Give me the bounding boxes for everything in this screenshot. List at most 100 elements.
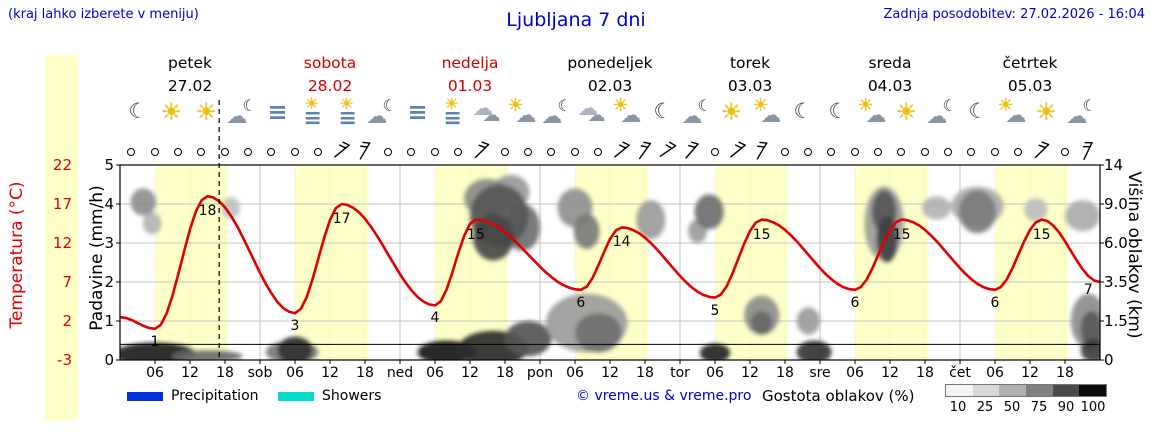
x-tick-label: 18	[496, 365, 514, 381]
temp-valley-label: 4	[430, 310, 440, 327]
day-date: 02.03	[587, 77, 633, 95]
cloud-cover-circle-icon	[383, 148, 392, 156]
cloud-blob	[573, 213, 600, 249]
cloud-blob	[1065, 200, 1100, 232]
cloud-blob	[172, 350, 243, 361]
x-tick-label: 06	[986, 365, 1004, 381]
sun-glyph: ☀	[612, 95, 629, 116]
wind-barb-icon	[656, 139, 680, 163]
day-date: 05.03	[1007, 77, 1053, 95]
sun-cloud-icon: ☀ ☁	[750, 97, 786, 131]
sun-glyph: ☀	[444, 94, 459, 113]
moon-glyph: ☾	[382, 96, 397, 115]
day-name: sobota	[303, 54, 357, 72]
cloud-glyph: ☁	[681, 104, 703, 128]
cloud-blob	[142, 212, 162, 235]
temperature-axis-label: Temperatura (°C)	[7, 181, 27, 329]
day-band	[155, 165, 228, 360]
cloud-density-swatch	[1079, 385, 1107, 396]
x-tick-label: 12	[881, 365, 899, 381]
temp-valley-label: 3	[290, 318, 300, 335]
x-tick-label: 06	[846, 365, 864, 381]
cloud-cover-circle-icon	[967, 148, 976, 156]
cloud-height-tick: 6.0	[1104, 234, 1128, 252]
sun-glyph: ☀	[895, 98, 918, 126]
cloud-cover-circle-icon	[803, 148, 812, 156]
day-band	[995, 165, 1068, 360]
wind-barb-icon	[471, 140, 493, 162]
credit-link[interactable]: © vreme.us & vreme.pro	[576, 388, 752, 404]
precip-tick: 5	[104, 156, 114, 174]
day-band	[295, 165, 368, 360]
temp-valley-label: 6	[576, 294, 586, 311]
sun-icon: ☀	[1030, 97, 1066, 131]
fog-glyph: ≡	[303, 106, 322, 131]
cloud-glyph: ☁	[366, 104, 388, 128]
cloud-cover-circle-icon	[570, 148, 579, 156]
x-tick-label: 12	[461, 365, 479, 381]
cloud-density-tick: 50	[1003, 400, 1021, 415]
x-tick-label: 06	[286, 365, 304, 381]
cloud-glyph: ☁	[620, 103, 642, 127]
wind-barb-icon	[682, 141, 702, 161]
cloud-blob	[472, 213, 514, 261]
cloud-blob	[796, 307, 820, 335]
cloud-blob	[636, 200, 666, 240]
day-date: 01.03	[447, 77, 493, 95]
day-date: 04.03	[867, 77, 913, 95]
sun-glyph: ☀	[720, 98, 743, 126]
clouds-icon: ☁ ☁	[470, 97, 506, 131]
cloud2-glyph: ☁	[472, 96, 494, 120]
temp-tick: -3	[57, 351, 72, 369]
cloud-height-tick: 1.5	[1104, 312, 1128, 330]
sun-cloud-icon: ☀ ☁	[995, 97, 1031, 131]
moon-glyph: ☾	[968, 99, 988, 123]
wind-barb-icon	[727, 139, 750, 162]
cloud-blob	[796, 340, 832, 361]
cloud-blob	[922, 196, 952, 220]
cloud-cover-circle-icon	[593, 148, 602, 156]
cloud-density-swatch	[946, 385, 973, 396]
moon-glyph: ☾	[557, 96, 572, 115]
page-title: Ljubljana 7 dni	[506, 9, 646, 31]
cloud-cover-circle-icon	[780, 148, 789, 156]
x-tick-label: čet	[949, 365, 971, 381]
cloud-density-swatch	[972, 385, 1000, 396]
menu-hint: (kraj lahko izberete v meniju)	[8, 7, 199, 22]
cloud-blob	[575, 313, 622, 353]
cloud-cover-circle-icon	[197, 148, 206, 156]
cloud-cover-circle-icon	[920, 148, 929, 156]
temp-valley-label: 7	[1083, 281, 1093, 298]
cloud-cover-circle-icon	[243, 148, 252, 156]
cloud-glyph: ☁	[760, 103, 782, 127]
moon-cloud-icon: ☾ ☁	[540, 97, 576, 131]
cloud-density-tick: 100	[1080, 400, 1106, 415]
wind-barb-icon	[1031, 140, 1053, 162]
temp-peak-label: 15	[466, 226, 485, 243]
cloud-blob	[130, 188, 157, 216]
cloud-cover-circle-icon	[990, 148, 999, 156]
sun-glyph: ☀	[857, 95, 874, 116]
x-tick-label: 12	[741, 365, 759, 381]
cloud-cover-circle-icon	[407, 148, 416, 156]
left-strip	[45, 55, 78, 420]
x-tick-label: 06	[146, 365, 164, 381]
cloud-glyph: ☁	[865, 103, 887, 127]
wind-barb-icon	[330, 139, 353, 162]
day-name: ponedeljek	[567, 54, 653, 72]
cloud-cover-circle-icon	[290, 148, 299, 156]
cloud-cover-circle-icon	[897, 148, 906, 156]
day-name: torek	[729, 54, 771, 72]
legend-precipitation-label: Precipitation	[171, 388, 259, 404]
cloud-glyph: ☁	[515, 103, 537, 127]
sun-glyph: ☀	[339, 94, 354, 113]
cloud-blob	[958, 190, 997, 234]
cloud-blob	[1024, 198, 1048, 222]
cloud-blob	[699, 343, 731, 361]
legend-precipitation-swatch	[127, 392, 163, 401]
moon-glyph: ☾	[1082, 96, 1097, 115]
moon-cloud-icon: ☾ ☁	[1065, 97, 1101, 131]
cloud-density-tick: 10	[949, 400, 967, 415]
cloud-cover-circle-icon	[150, 148, 159, 156]
